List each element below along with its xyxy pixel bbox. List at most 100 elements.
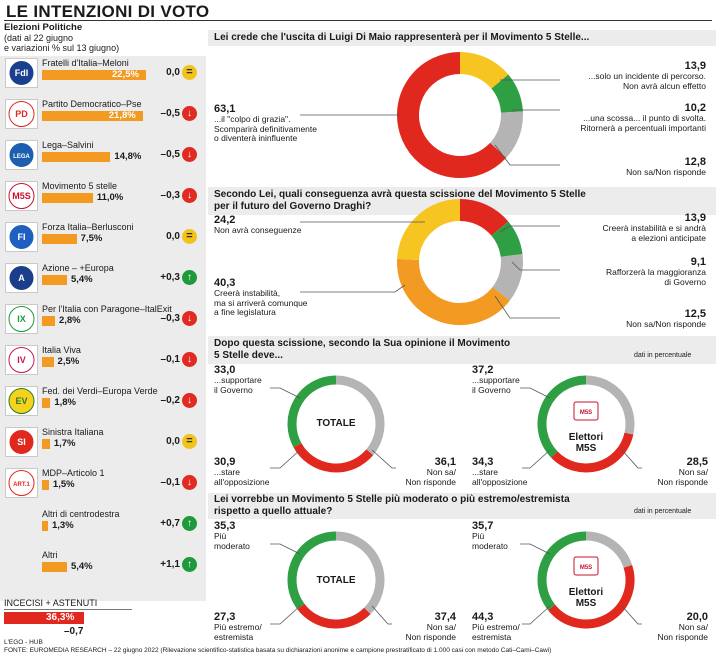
- party-row: IX Per l'Italia con Paragone–ItalExit 2,8%…: [0, 302, 206, 343]
- party-change: 0,0: [166, 436, 180, 447]
- q4-tot-value-b: 37,4: [434, 611, 456, 623]
- equal-icon: =: [182, 434, 197, 449]
- q3-tot-label-a-line-1: ...supportare: [214, 375, 262, 385]
- q3-m5s-leader-a: [520, 387, 551, 399]
- q2-donut-slice-1: [491, 221, 523, 258]
- q3-m5s-value-b: 28,5: [686, 456, 708, 468]
- equal-icon: =: [182, 229, 197, 244]
- q3-tot-label-b-line-1: Non sa/: [426, 467, 456, 477]
- q3-tot-center: TOTALE: [316, 418, 356, 429]
- party-name: Lega–Salvini: [42, 140, 94, 150]
- q1-label-c-line-1: ...una scossa... il punto di svolta.: [583, 113, 706, 123]
- q2-donut-slice-3: [397, 258, 510, 325]
- party-row: A Azione – +Europa 5,4% +0,3 ↑: [0, 261, 206, 302]
- party-name: Movimento 5 stelle: [42, 181, 118, 191]
- party-bar: [42, 193, 93, 203]
- q4-m5s-label-b-line-2: Non risponde: [657, 631, 708, 642]
- party-bar: [42, 398, 51, 408]
- svg-text:LEGA: LEGA: [13, 154, 30, 160]
- party-change: –0,1: [160, 354, 180, 365]
- q3-tot-donut-slice-1: [293, 442, 374, 473]
- party-value: 1,5%: [52, 479, 75, 490]
- q2-donut-slice-4: [397, 199, 461, 261]
- q3-unit-note: dati in percentuale: [634, 352, 692, 359]
- party-change: –0,1: [160, 477, 180, 488]
- svg-text:IV: IV: [17, 355, 26, 365]
- q3-m5s-leader-b: [621, 449, 642, 469]
- party-change: 0,0: [166, 67, 180, 78]
- party-value: 1,3%: [52, 520, 74, 531]
- m5s-logo: M5S: [5, 181, 38, 211]
- q4-tot-value-a: 35,3: [214, 520, 236, 532]
- q4-m5s-label-c: 44,3 Più estremo/ estremista: [472, 611, 520, 642]
- party-name: Altri di centrodestra: [42, 509, 120, 519]
- q2-value-a: 24,2: [214, 214, 236, 226]
- subtitle-line-1: (dati al 22 giugno: [4, 33, 74, 43]
- q4-m5s-center-line-1: Elettori: [568, 587, 604, 598]
- q4-tot-donut-slice-0: [335, 531, 385, 615]
- q3-tot-label-a-line-2: il Governo: [214, 384, 253, 395]
- svg-text:A: A: [18, 273, 25, 283]
- page-title: LE INTENZIONI DI VOTO: [6, 2, 210, 21]
- q2-label-c: 9,1 Rafforzerà la maggioranza di Governo: [606, 256, 706, 287]
- svg-text:ART.1: ART.1: [13, 482, 30, 488]
- party-name: Azione – +Europa: [42, 263, 114, 273]
- q4-tot-label-c-line-2: estremista: [214, 631, 254, 642]
- q1-label-a: 63,1 ...il "colpo di grazia". Scomparirà…: [214, 103, 317, 144]
- q1-question: Lei crede che l'uscita di Luigi Di Maio …: [214, 32, 590, 43]
- q2-value-b: 13,9: [684, 212, 706, 224]
- q3-question: Dopo questa scissione, secondo la Sua op…: [214, 338, 510, 362]
- party-row: PD Partito Democratico–Pse 21,8% –0,5 ↓: [0, 97, 206, 138]
- party-name: Altri: [42, 550, 58, 560]
- q2-label-e-line-1: Creerà instabilità,: [214, 288, 281, 298]
- party-bar: [42, 111, 143, 121]
- q3-m5s-label-c-line-2: all'opposizione: [472, 476, 528, 487]
- svg-text:SI: SI: [17, 437, 26, 447]
- q3-tot-value-c: 30,9: [214, 456, 236, 468]
- party-value: 5,4%: [70, 274, 93, 285]
- q3-tot-leader-b: [371, 449, 396, 469]
- party-value: 11,0%: [96, 192, 124, 203]
- party-value: 14,8%: [114, 151, 142, 162]
- q1-label-c: 10,2 ...una scossa... il punto di svolta…: [580, 102, 706, 133]
- q2-question: Secondo Lei, quali conseguenza avrà ques…: [214, 189, 586, 213]
- party-bar: [42, 562, 67, 572]
- q2-label-d-line-1: Non sa/Non risponde: [626, 319, 706, 329]
- q3-tot-label-c-line-2: all'opposizione: [214, 476, 270, 487]
- q3-tot-donut-slice-0: [335, 375, 385, 456]
- subtitle-heading: Elezioni Politiche: [4, 22, 83, 33]
- q3-m5s-value-a: 37,2: [472, 364, 494, 376]
- party-change: 0,0: [166, 231, 180, 242]
- q3-m5s-label-a: 37,2 ...supportare il Governo: [472, 364, 520, 395]
- party-bar: [42, 152, 111, 162]
- arrow-down-icon: ↓: [182, 475, 197, 490]
- credit: L'EGO - HUB: [4, 639, 43, 646]
- q3-m5s-center-line-1: Elettori: [568, 432, 604, 443]
- q4-question: Lei vorrebbe un Movimento 5 Stelle più m…: [214, 494, 570, 518]
- party-bar: [42, 357, 54, 367]
- q4-m5s-center: Elettori M5S: [556, 587, 616, 609]
- fdi-logo: FdI: [5, 58, 38, 88]
- arrow-down-icon: ↓: [182, 106, 197, 121]
- party-value: 2,5%: [57, 356, 80, 367]
- q1-donut-slice-1: [491, 74, 523, 114]
- pd-logo: PD: [5, 99, 38, 129]
- q2-label-e: 40,3 Creerà instabilità, ma si arriverà …: [214, 277, 308, 318]
- arrow-down-icon: ↓: [182, 188, 197, 203]
- q4-tot-value-c: 27,3: [214, 611, 236, 623]
- q3-header-bar: [208, 336, 716, 364]
- q3-tot-label-b-line-2: Non risponde: [405, 476, 456, 487]
- q3-m5s-center-line-2: M5S: [575, 443, 597, 454]
- q4-tot-label-a-line-2: moderato: [214, 540, 250, 551]
- iv-logo: IV: [5, 345, 38, 375]
- q4-m5s-label-a: 35,7 Più moderato: [472, 520, 508, 551]
- q4-m5s-leader-a: [520, 543, 551, 555]
- q4-tot-donut-slice-1: [297, 603, 371, 629]
- party-change: +1,1: [160, 559, 180, 570]
- q4-tot-label-b-line-2: Non risponde: [405, 631, 456, 642]
- q4-header-bar: [208, 493, 716, 519]
- q2-label-e-line-3: a fine legislatura: [214, 307, 276, 317]
- fi-logo: FI: [5, 222, 38, 252]
- q3-tot-leader-c: [270, 449, 301, 469]
- arrow-down-icon: ↓: [182, 147, 197, 162]
